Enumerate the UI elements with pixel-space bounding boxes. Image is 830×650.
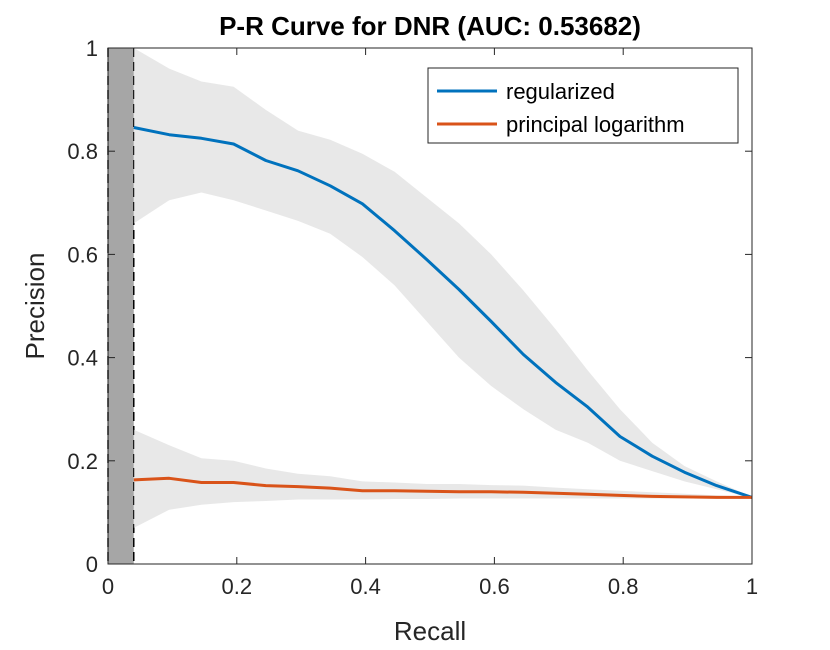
y-tick-label: 0	[86, 552, 98, 577]
confidence-band-principal-logarithm	[133, 429, 753, 528]
x-axis-label: Recall	[394, 616, 466, 646]
x-tick-label: 0.2	[222, 574, 253, 599]
series-lines	[133, 126, 753, 499]
x-tick-label: 0.4	[350, 574, 381, 599]
shaded-region-layer	[107, 48, 135, 564]
plot-frame	[107, 47, 753, 565]
legend-label-principal-logarithm: principal logarithm	[506, 112, 685, 137]
legend: regularized principal logarithm	[427, 67, 739, 144]
y-tick-label: 0.6	[67, 242, 98, 267]
y-tick-label: 0.8	[67, 139, 98, 164]
y-tick-label: 0.4	[67, 346, 98, 371]
x-tick-label: 0	[102, 574, 114, 599]
y-axis-label: Precision	[20, 253, 50, 360]
y-tick-label: 0.2	[67, 449, 98, 474]
shaded-region	[108, 48, 134, 564]
series-line-regularized	[133, 126, 753, 499]
chart-title: P-R Curve for DNR (AUC: 0.53682)	[219, 11, 641, 41]
x-tick-label: 0.8	[608, 574, 639, 599]
x-tick-label: 0.6	[479, 574, 510, 599]
legend-label-regularized: regularized	[506, 79, 615, 104]
x-tick-label: 1	[746, 574, 758, 599]
axis-ticks: 0 0.2 0.4 0.6 0.8 1 0 0.2 0.4 0.6 0.8 1	[67, 36, 758, 599]
series-line-principal-logarithm	[133, 476, 752, 499]
y-tick-label: 1	[86, 36, 98, 61]
legend-box	[427, 67, 739, 144]
